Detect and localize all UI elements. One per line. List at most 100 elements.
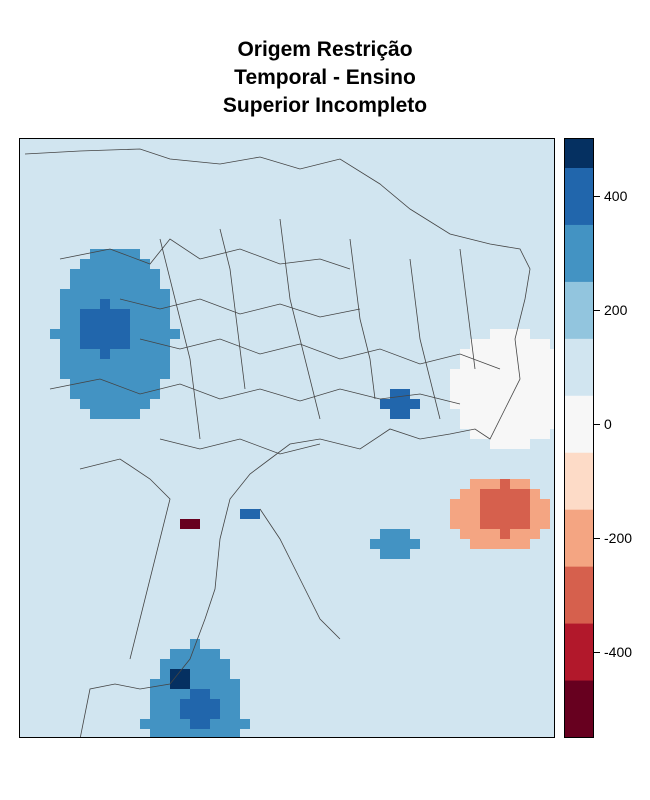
heatmap-cell xyxy=(520,339,530,349)
map-title: Origem Restrição Temporal - Ensino Super… xyxy=(20,36,630,120)
heatmap-cell xyxy=(150,709,160,719)
heatmap-cell xyxy=(220,689,230,699)
legend-tick-mark xyxy=(594,309,600,311)
heatmap-cell xyxy=(550,409,554,419)
heatmap-cell xyxy=(460,399,470,409)
heatmap-cell xyxy=(110,259,120,269)
heatmap-cell xyxy=(80,349,90,359)
heatmap-cell xyxy=(130,359,140,369)
heatmap-cell xyxy=(550,389,554,399)
heatmap-cell xyxy=(470,419,480,429)
heatmap-cell xyxy=(100,249,110,259)
heatmap-cell xyxy=(190,689,200,699)
heatmap-cell xyxy=(210,649,220,659)
heatmap-cell xyxy=(120,349,130,359)
heatmap-cell xyxy=(530,419,540,429)
heatmap-cell xyxy=(190,669,200,679)
heatmap-cell xyxy=(530,489,540,499)
heatmap-cell xyxy=(80,379,90,389)
district-line-9 xyxy=(219,228,246,390)
heatmap-cell xyxy=(530,339,540,349)
heatmap-cell xyxy=(110,379,120,389)
heatmap-cell xyxy=(90,259,100,269)
heatmap-cell xyxy=(190,679,200,689)
heatmap-cell xyxy=(460,499,470,509)
heatmap-cell xyxy=(500,339,510,349)
heatmap-cell xyxy=(490,379,500,389)
heatmap-cell xyxy=(200,709,210,719)
heatmap-cell xyxy=(510,349,520,359)
heatmap-cell xyxy=(470,369,480,379)
heatmap-cell xyxy=(150,339,160,349)
heatmap-cell xyxy=(120,259,130,269)
heatmap-cell xyxy=(500,329,510,339)
heatmap-cell xyxy=(500,529,510,539)
heatmap-cell xyxy=(130,319,140,329)
heatmap-cell xyxy=(180,669,190,679)
heatmap-cell xyxy=(460,509,470,519)
heatmap-cell xyxy=(400,399,410,409)
heatmap-cell xyxy=(130,339,140,349)
heatmap-cell xyxy=(510,529,520,539)
heatmap-cell xyxy=(530,529,540,539)
heatmap-cell xyxy=(550,399,554,409)
heatmap-cell xyxy=(60,369,70,379)
heatmap-cell xyxy=(170,679,180,689)
heatmap-cell xyxy=(530,359,540,369)
heatmap-cell xyxy=(490,479,500,489)
heatmap-cell xyxy=(400,539,410,549)
heatmap-cell xyxy=(140,369,150,379)
heatmap-cell xyxy=(490,339,500,349)
heatmap-cell xyxy=(140,329,150,339)
heatmap-cell xyxy=(140,339,150,349)
heatmap-cell xyxy=(110,289,120,299)
heatmap-cell xyxy=(60,359,70,369)
heatmap-cell xyxy=(160,319,170,329)
heatmap-cell xyxy=(60,349,70,359)
heatmap-cell xyxy=(70,289,80,299)
heatmap-cell xyxy=(100,399,110,409)
heatmap-cell xyxy=(130,249,140,259)
heatmap-cell xyxy=(480,519,490,529)
heatmap-cell xyxy=(520,519,530,529)
heatmap-cell xyxy=(120,399,130,409)
heatmap-cell xyxy=(170,689,180,699)
heatmap-cell xyxy=(490,429,500,439)
heatmap-cell xyxy=(90,339,100,349)
heatmap-cell xyxy=(220,719,230,729)
heatmap-cell xyxy=(210,719,220,729)
heatmap-cell xyxy=(540,419,550,429)
heatmap-cell xyxy=(450,379,460,389)
heatmap-cell xyxy=(170,729,180,737)
heatmap-cell xyxy=(460,369,470,379)
heatmap-cell xyxy=(520,399,530,409)
heatmap-cell xyxy=(380,529,390,539)
heatmap-cell xyxy=(70,349,80,359)
heatmap-cell xyxy=(210,699,220,709)
heatmap-cell xyxy=(150,389,160,399)
heatmap-cell xyxy=(190,699,200,709)
heatmap-cell xyxy=(140,359,150,369)
heatmap-cell xyxy=(90,379,100,389)
heatmap-cell xyxy=(110,359,120,369)
heatmap-cell xyxy=(540,509,550,519)
heatmap-cell xyxy=(150,289,160,299)
heatmap-cell xyxy=(80,269,90,279)
heatmap-cell xyxy=(90,349,100,359)
legend-tick-label: 200 xyxy=(604,301,628,318)
heatmap-cell xyxy=(480,339,490,349)
heatmap-cell xyxy=(180,719,190,729)
heatmap-cell xyxy=(520,489,530,499)
heatmap-cell xyxy=(500,429,510,439)
title-line-3: Superior Incompleto xyxy=(222,94,428,117)
legend-tick-label: -400 xyxy=(604,643,633,660)
heatmap-cell xyxy=(470,519,480,529)
heatmap-cell xyxy=(70,279,80,289)
heatmap-cell xyxy=(500,419,510,429)
heatmap-cell xyxy=(530,399,540,409)
heatmap-cell xyxy=(490,349,500,359)
district-line-7 xyxy=(259,508,341,640)
heatmap-cell xyxy=(510,339,520,349)
heatmap-cell xyxy=(140,299,150,309)
heatmap-cell xyxy=(90,329,100,339)
